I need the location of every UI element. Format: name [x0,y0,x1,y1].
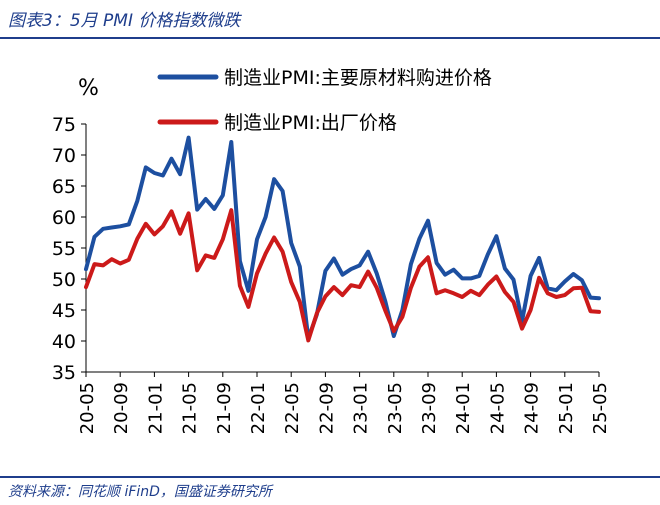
legend-label: 制造业PMI:主要原材料购进价格 [224,67,492,89]
source-divider [0,476,660,478]
y-tick-label: 35 [52,362,76,384]
x-tick-label: 22-09 [316,382,337,434]
x-tick-label: 23-05 [385,382,406,434]
y-tick-label: 45 [52,300,76,322]
x-tick-label: 22-01 [248,382,269,434]
x-tick-label: 25-01 [556,382,577,434]
x-tick-label: 21-01 [145,382,166,434]
title-divider [0,37,660,39]
line-chart: 35 40 45 50 55 60 65 70 75% 20-05 20-09 21-01 21-05 2… [0,40,660,476]
y-tick-label: 50 [52,269,76,291]
x-tick-label: 21-09 [214,382,235,434]
x-tick-label: 23-09 [419,382,440,434]
x-tick-label: 22-05 [282,382,303,434]
y-tick-label: 60 [52,207,76,229]
x-tick-label: 20-09 [111,382,132,434]
x-tick-label: 24-09 [522,382,543,434]
x-tick-label: 21-05 [180,382,201,434]
figure-title: 图表3：5月 PMI 价格指数微跌 [8,6,240,31]
x-tick-label: 23-01 [351,382,372,434]
legend-label: 制造业PMI:出厂价格 [224,112,397,134]
x-tick-label: 24-01 [453,382,474,434]
y-axis-label: % [78,76,99,101]
y-tick-label: 75 [52,114,76,136]
x-tick-label: 24-05 [487,382,508,434]
y-tick-label: 70 [52,145,76,167]
y-tick-label: 65 [52,176,76,198]
source-note: 资料来源：同花顺 iFinD，国盛证券研究所 [8,481,272,501]
y-tick-label: 40 [52,331,76,353]
series-line-purchase-price [86,138,599,339]
x-tick-label: 25-05 [590,382,611,434]
x-tick-label: 20-05 [77,382,98,434]
y-tick-label: 55 [52,238,76,260]
